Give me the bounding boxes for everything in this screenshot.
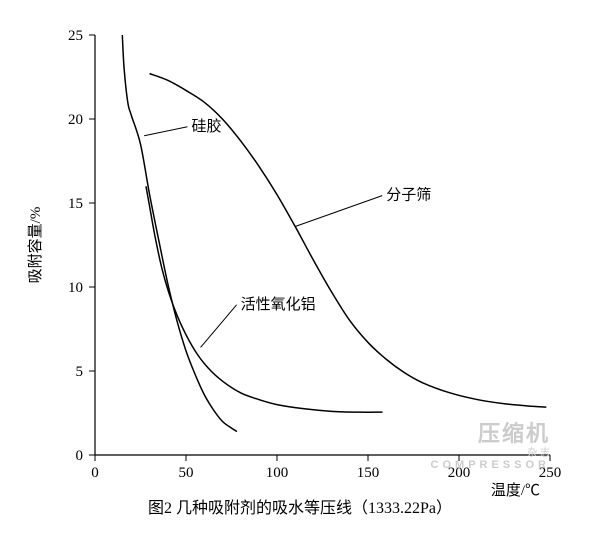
y-tick-label: 10 xyxy=(68,280,83,296)
x-tick-label: 0 xyxy=(91,465,99,481)
x-tick-label: 50 xyxy=(179,465,194,481)
y-tick-label: 5 xyxy=(76,364,84,380)
chart-container: 0 50 100 150 200 250 0 5 10 15 20 25 温度/℃ 吸附容量/% 硅胶活性氧… xyxy=(20,20,580,521)
annotation-label: 分子筛 xyxy=(386,187,431,204)
y-tick-label: 0 xyxy=(76,448,84,464)
y-tick-label: 15 xyxy=(68,196,83,212)
annotation-leader xyxy=(201,305,237,348)
curve-硅胶 xyxy=(122,35,237,431)
x-tick-label: 150 xyxy=(357,465,380,481)
annotation-label: 活性氧化铝 xyxy=(241,296,316,313)
x-tick-label: 100 xyxy=(266,465,289,481)
annotation-label: 硅胶 xyxy=(191,118,221,135)
x-axis-label: 温度/℃ xyxy=(491,482,540,499)
x-tick-label: 200 xyxy=(448,465,471,481)
y-tick-label: 20 xyxy=(68,112,83,128)
adsorption-chart: 0 50 100 150 200 250 0 5 10 15 20 25 温度/℃ 吸附容量/% 硅胶活性氧… xyxy=(20,20,580,521)
annotation-leader xyxy=(295,196,382,227)
x-tick-label: 250 xyxy=(539,465,562,481)
y-tick-label: 25 xyxy=(68,28,83,44)
y-axis-label: 吸附容量/% xyxy=(27,207,44,284)
annotation-leader xyxy=(144,127,187,136)
axes xyxy=(95,35,550,455)
chart-caption: 图2 几种吸附剂的吸水等压线（1333.22Pa） xyxy=(148,499,452,517)
